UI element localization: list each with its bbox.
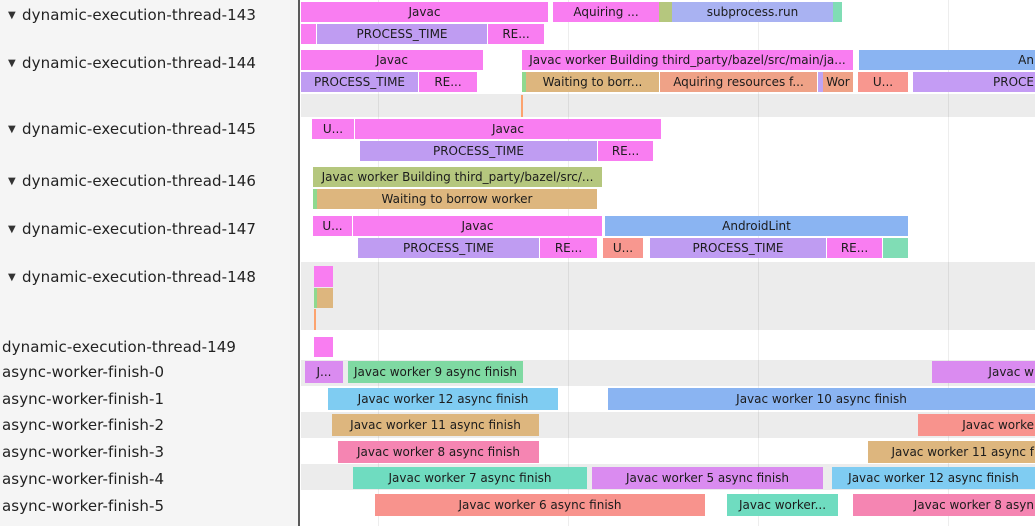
track-label: async-worker-finish-2 (2, 416, 165, 434)
timeline-slice[interactable]: Javac worker... (727, 494, 838, 516)
track-label-row: dynamic-execution-thread-149 (0, 337, 300, 357)
timeline-slice[interactable]: Wor (823, 72, 853, 92)
track-label: async-worker-finish-1 (2, 390, 165, 408)
timeline-slice[interactable] (314, 337, 333, 357)
timeline-slice[interactable]: PROCESS_TIME (358, 238, 539, 258)
track-label: dynamic-execution-thread-145 (22, 120, 257, 138)
collapse-triangle-icon[interactable]: ▼ (8, 271, 16, 283)
timeline-slice[interactable]: RE... (488, 24, 544, 44)
collapse-triangle-icon[interactable]: ▼ (8, 123, 16, 135)
timeline-slice[interactable]: Javac worker 12 async finish (832, 467, 1035, 489)
timeline-slice[interactable]: RE... (419, 72, 477, 92)
timeline-slice[interactable]: An (859, 50, 1035, 70)
timeline-slice[interactable]: Javac worker 5 async finish (592, 467, 823, 489)
timeline-slice[interactable]: Javac worker 9 async finish (348, 361, 523, 383)
track-label-row[interactable]: ▼ dynamic-execution-thread-143 (0, 5, 300, 25)
timeline-slice[interactable]: Aquiring ... (553, 2, 659, 22)
timeline-slice[interactable] (314, 288, 317, 308)
timeline-slice[interactable]: Javac worker 7 async finish (353, 467, 587, 489)
track-label-row[interactable]: ▼ dynamic-execution-thread-146 (0, 171, 300, 191)
timeline-slice[interactable]: Javac worker 11 async f (868, 441, 1035, 463)
timeline-slice[interactable]: Javac (301, 2, 548, 22)
timeline-slice[interactable]: PROCESS_TIME (650, 238, 826, 258)
timeline-slice[interactable]: U... (312, 119, 354, 139)
timeline-slice[interactable]: PROCESS_TIME (360, 141, 597, 161)
track-label-row: async-worker-finish-3 (0, 442, 300, 462)
timeline-slice[interactable]: Javac worker Building third_party/bazel/… (313, 167, 602, 187)
timeline-slice[interactable] (301, 24, 316, 44)
track-label-row[interactable]: ▼ dynamic-execution-thread-145 (0, 119, 300, 139)
track-background-stripe (301, 262, 1035, 330)
timeline-slice[interactable]: AndroidLint (605, 216, 908, 236)
track-background-stripe (301, 94, 1035, 117)
track-label-row[interactable]: ▼ dynamic-execution-thread-147 (0, 219, 300, 239)
track-label: dynamic-execution-thread-147 (22, 220, 257, 238)
timeline-slice[interactable]: Javac w (932, 361, 1035, 383)
timeline-slice[interactable]: Javac worker 6 async finish (375, 494, 705, 516)
timeline-slice[interactable]: Aquiring resources f... (660, 72, 817, 92)
timeline-slice[interactable]: Javac (353, 216, 602, 236)
collapse-triangle-icon[interactable]: ▼ (8, 175, 16, 187)
timeline-slice[interactable] (317, 288, 333, 308)
timeline-slice[interactable] (883, 238, 908, 258)
timeline-slice[interactable]: RE... (540, 238, 597, 258)
timeline-canvas[interactable]: Javac Aquiring ... subprocess.run PROCESS_T… (301, 0, 1035, 526)
track-label: async-worker-finish-3 (2, 443, 165, 461)
collapse-triangle-icon[interactable]: ▼ (8, 57, 16, 69)
timeline-slice[interactable]: J... (305, 361, 343, 383)
timeline-slice[interactable] (522, 72, 526, 92)
timeline-slice[interactable] (659, 2, 672, 22)
timeline-slice[interactable]: Waiting to borrow worker (317, 189, 597, 209)
track-label-row[interactable]: ▼ dynamic-execution-thread-148 (0, 267, 300, 287)
track-label: async-worker-finish-0 (2, 363, 165, 381)
track-label: dynamic-execution-thread-144 (22, 54, 257, 72)
timeline-slice[interactable]: PROCESS_TIME (317, 24, 487, 44)
timeline-slice[interactable]: Javac worker 12 async finish (328, 388, 558, 410)
track-label: dynamic-execution-thread-146 (22, 172, 257, 190)
track-label: dynamic-execution-thread-149 (2, 338, 237, 356)
timeline-slice[interactable]: subprocess.run (672, 2, 833, 22)
collapse-triangle-icon[interactable]: ▼ (8, 9, 16, 21)
track-label: async-worker-finish-4 (2, 470, 165, 488)
track-label-row: async-worker-finish-1 (0, 389, 300, 409)
timeline-slice[interactable]: Javac worker 8 asyn (853, 494, 1035, 516)
track-label-row[interactable]: ▼ dynamic-execution-thread-144 (0, 53, 300, 73)
gridline (758, 0, 759, 526)
instant-event-tick[interactable] (314, 309, 316, 330)
timeline-slice[interactable]: Javac worker 8 async finish (338, 441, 539, 463)
timeline-slice[interactable] (313, 189, 317, 209)
gridline (378, 0, 379, 526)
timeline-slice[interactable] (833, 2, 842, 22)
timeline-slice[interactable]: PROCESS_TIME (301, 72, 418, 92)
timeline-slice[interactable]: U... (858, 72, 908, 92)
timeline-slice[interactable]: PROCE (913, 72, 1035, 92)
timeline-slice[interactable]: Waiting to borr... (526, 72, 659, 92)
timeline-slice[interactable]: RE... (827, 238, 882, 258)
track-name-sidebar: ▼ dynamic-execution-thread-143 ▼ dynamic-ex… (0, 0, 300, 526)
timeline-slice[interactable]: U... (603, 238, 643, 258)
gridline (568, 0, 569, 526)
timeline-slice[interactable]: Javac (301, 50, 483, 70)
gridline (948, 0, 949, 526)
track-label-row: async-worker-finish-5 (0, 496, 300, 516)
timeline-slice[interactable]: Javac worker 10 async finish (608, 388, 1035, 410)
timeline-slice[interactable] (818, 72, 823, 92)
track-label: async-worker-finish-5 (2, 497, 165, 515)
timeline-slice[interactable]: Javac (355, 119, 661, 139)
track-label-row: async-worker-finish-0 (0, 362, 300, 382)
track-label: dynamic-execution-thread-143 (22, 6, 257, 24)
track-label-row: async-worker-finish-2 (0, 415, 300, 435)
collapse-triangle-icon[interactable]: ▼ (8, 223, 16, 235)
track-label: dynamic-execution-thread-148 (22, 268, 257, 286)
timeline-slice[interactable]: Javac worker 11 async finish (332, 414, 539, 436)
instant-event-tick[interactable] (521, 95, 523, 117)
timeline-slice[interactable]: U... (313, 216, 352, 236)
timeline-slice[interactable]: Javac worker Building third_party/bazel/… (522, 50, 853, 70)
track-label-row: async-worker-finish-4 (0, 469, 300, 489)
timeline-slice[interactable]: RE... (598, 141, 653, 161)
timeline-slice[interactable] (314, 266, 333, 287)
timeline-slice[interactable]: Javac worke (918, 414, 1035, 436)
